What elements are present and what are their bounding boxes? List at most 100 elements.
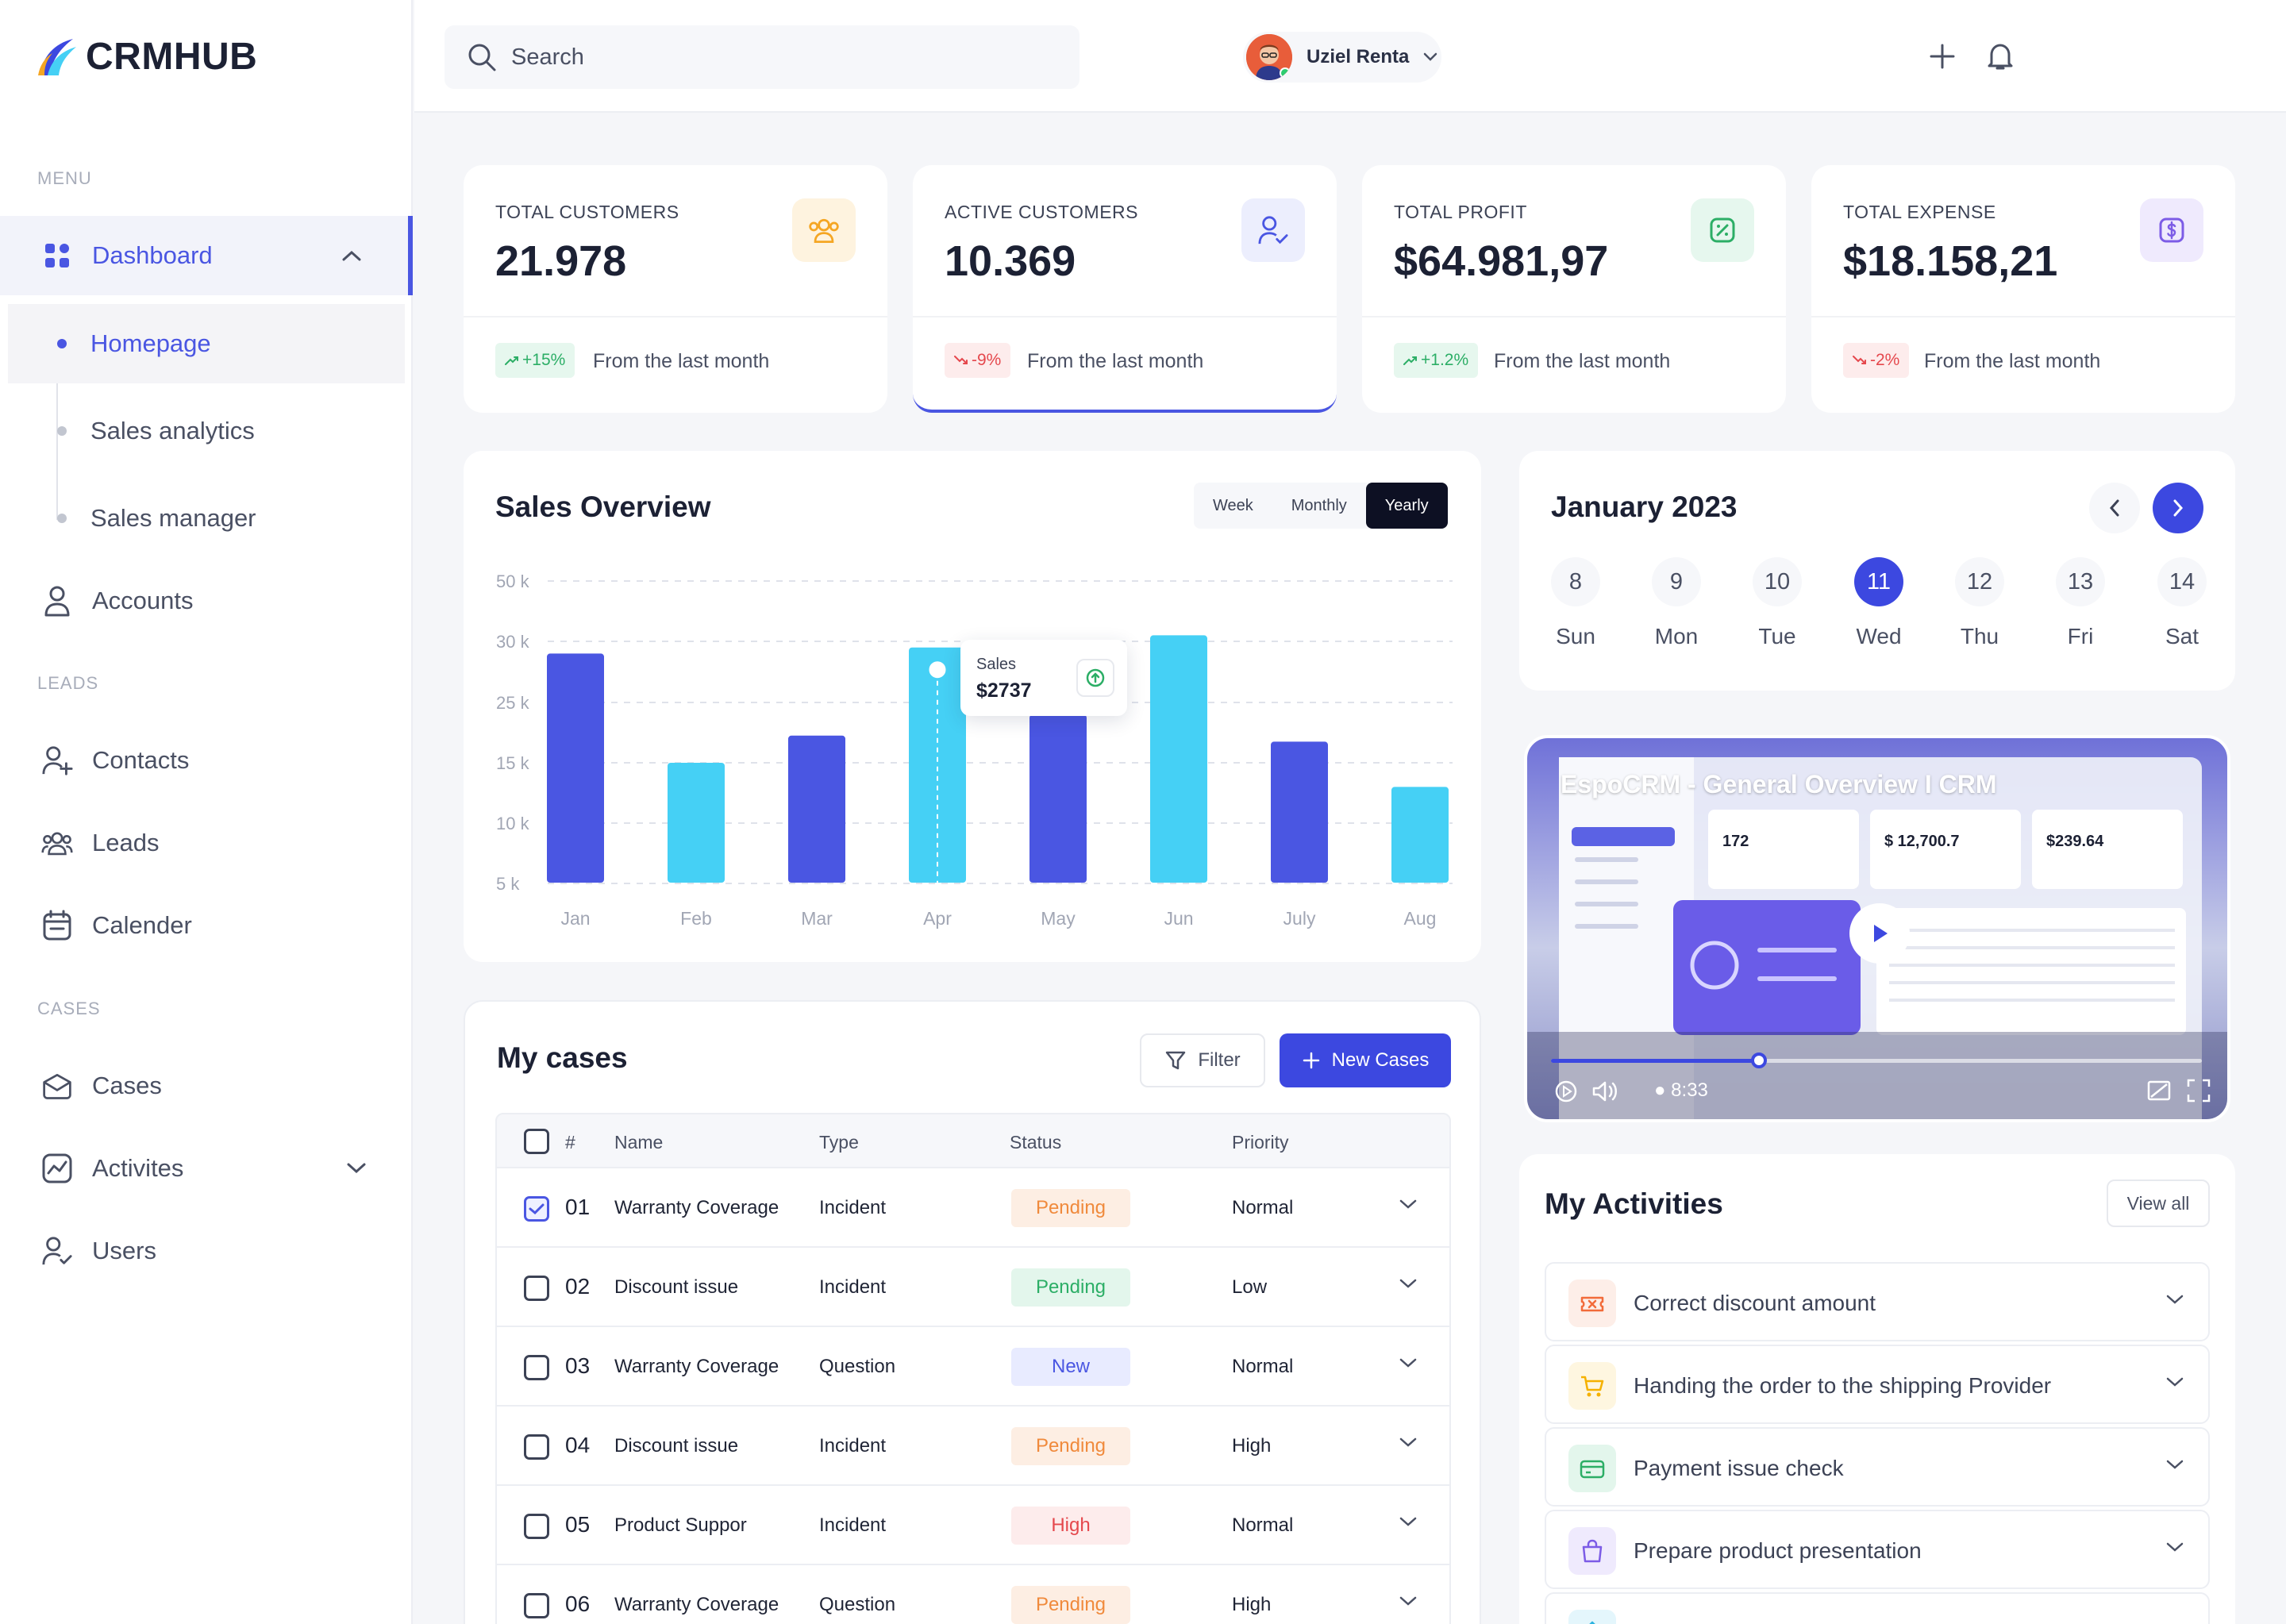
table-row[interactable]: 06 Warranty Coverage Question Pending High [495,1565,1451,1624]
video-scrubber[interactable] [1751,1053,1767,1068]
trend-value: -9% [972,351,1002,369]
brand-logo[interactable]: CRMHUB [37,35,257,79]
nav-activites[interactable]: Activites [0,1129,413,1208]
chevron-down-icon[interactable] [2165,1376,2184,1387]
chevron-up-icon[interactable] [341,249,362,262]
stat-card-total-profit[interactable]: TOTAL PROFIT $64.981,97 +1.2% From the l… [1362,165,1786,413]
subnav-sales-manager[interactable]: Sales manager [8,479,405,558]
tooltip-label: Sales [976,656,1017,673]
stat-note: From the last month [1924,350,2101,372]
subnav-homepage-label: Homepage [90,329,211,357]
user-check-icon [1241,198,1305,262]
nav-activites-label: Activites [92,1154,184,1182]
calendar-day[interactable]: 8 Sun [1546,557,1605,649]
row-checkbox[interactable] [524,1196,549,1222]
user-menu[interactable]: Uziel Renta [1243,32,1441,83]
chevron-left-icon[interactable] [2089,483,2140,533]
stat-card-total-expense[interactable]: TOTAL EXPENSE $18.158,21 -2% From the la… [1811,165,2235,413]
nav-calender-label: Calender [92,911,192,939]
search-box[interactable] [444,25,1080,89]
nav-leads[interactable]: Leads [0,803,413,883]
activity-item[interactable]: Review & approve marketing budget [1545,1592,2210,1624]
nav-calender[interactable]: Calender [0,886,413,965]
filter-button[interactable]: Filter [1140,1033,1265,1087]
chevron-down-icon[interactable] [1399,1437,1418,1448]
subnav-sales-analytics-label: Sales analytics [90,417,255,444]
users-icon [792,198,856,262]
bullet-icon [57,514,67,523]
nav-cases[interactable]: Cases [0,1046,413,1126]
tab-monthly[interactable]: Monthly [1291,496,1347,514]
dollar-icon [2140,198,2203,262]
chevron-down-icon[interactable] [1399,1278,1418,1289]
volume-icon[interactable] [1591,1079,1619,1103]
calendar-day[interactable]: 14 Sat [2153,557,2211,649]
activity-item[interactable]: Prepare product presentation [1545,1510,2210,1589]
activity-item[interactable]: Correct discount amount [1545,1262,2210,1341]
stat-card-total-customers[interactable]: TOTAL CUSTOMERS 21.978 +15% From the las… [464,165,887,413]
activity-item[interactable]: Payment issue check [1545,1427,2210,1507]
fullscreen-icon[interactable] [2186,1078,2211,1103]
chevron-down-icon[interactable] [2165,1541,2184,1553]
select-all-checkbox[interactable] [524,1129,549,1154]
activity-item[interactable]: Handing the order to the shipping Provid… [1545,1345,2210,1424]
filter-icon [1166,1051,1186,1070]
trend-value: -2% [1870,351,1900,369]
calendar-day-name: Tue [1758,624,1796,648]
subnav-sales-analytics[interactable]: Sales analytics [8,391,405,471]
case-number: 03 [565,1353,591,1378]
nav-dashboard[interactable]: Dashboard [0,216,413,295]
case-name: Discount issue [614,1435,739,1457]
nav-contacts[interactable]: Contacts [0,721,413,800]
play-small-icon[interactable] [1554,1079,1578,1103]
chevron-right-icon[interactable] [2153,483,2203,533]
calendar-day[interactable]: 13 Fri [2051,557,2110,649]
table-row[interactable]: 02 Discount issue Incident Pending Low [495,1248,1451,1327]
table-row[interactable]: 04 Discount issue Incident Pending High [495,1407,1451,1486]
table-row[interactable]: 03 Warranty Coverage Question New Normal [495,1327,1451,1407]
stat-value: $64.981,97 [1394,237,1609,285]
stat-label: TOTAL PROFIT [1394,202,1527,222]
chevron-down-icon[interactable] [346,1162,367,1175]
row-checkbox[interactable] [524,1514,549,1539]
video-progress-bar[interactable] [1551,1059,2202,1063]
top-bar: Uziel Renta [414,0,2286,113]
search-input[interactable] [511,44,1067,71]
chevron-down-icon[interactable] [1399,1516,1418,1527]
subnav-homepage[interactable]: Homepage [8,304,405,383]
row-checkbox[interactable] [524,1434,549,1460]
case-priority: Normal [1232,1356,1294,1377]
brand-name: CRMHUB [86,36,258,78]
upload-icon[interactable] [1076,659,1114,697]
chevron-down-icon[interactable] [1399,1595,1418,1607]
nav-leads-label: Leads [92,829,160,856]
tab-week[interactable]: Week [1213,496,1253,514]
chevron-down-icon[interactable] [2165,1294,2184,1305]
case-type: Incident [819,1435,887,1457]
new-cases-button[interactable]: New Cases [1280,1033,1451,1087]
table-row[interactable]: 05 Product Suppor Incident High Normal [495,1486,1451,1565]
chevron-down-icon[interactable] [1399,1199,1418,1210]
calendar-day[interactable]: 10 Tue [1748,557,1807,649]
video-player[interactable]: 172 $ 12,700.7 $239.64 EspoCRM - General… [1524,735,2230,1122]
nav-users[interactable]: Users [0,1211,413,1291]
bell-icon[interactable] [1980,37,2020,76]
row-checkbox[interactable] [524,1355,549,1380]
chevron-down-icon[interactable] [1399,1357,1418,1368]
nav-accounts[interactable]: Accounts [0,561,413,641]
stat-card-active-customers[interactable]: ACTIVE CUSTOMERS 10.369 -9% From the las… [913,165,1337,413]
view-all-button[interactable]: View all [2107,1180,2210,1227]
calendar-day[interactable]: 9 Mon [1647,557,1706,649]
row-checkbox[interactable] [524,1276,549,1301]
tab-yearly[interactable]: Yearly [1365,483,1448,529]
card-divider [464,316,887,317]
chevron-down-icon[interactable] [2165,1459,2184,1470]
calendar-day[interactable]: 12 Thu [1950,557,2009,649]
table-row[interactable]: 01 Warranty Coverage Incident Pending Normal [495,1168,1451,1248]
calendar-day[interactable]: 11 Wed [1849,557,1908,649]
row-checkbox[interactable] [524,1593,549,1618]
pip-icon[interactable] [2146,1078,2172,1103]
add-icon[interactable] [1922,37,1962,76]
nav-cases-label: Cases [92,1072,162,1099]
play-icon[interactable] [1849,903,1910,964]
